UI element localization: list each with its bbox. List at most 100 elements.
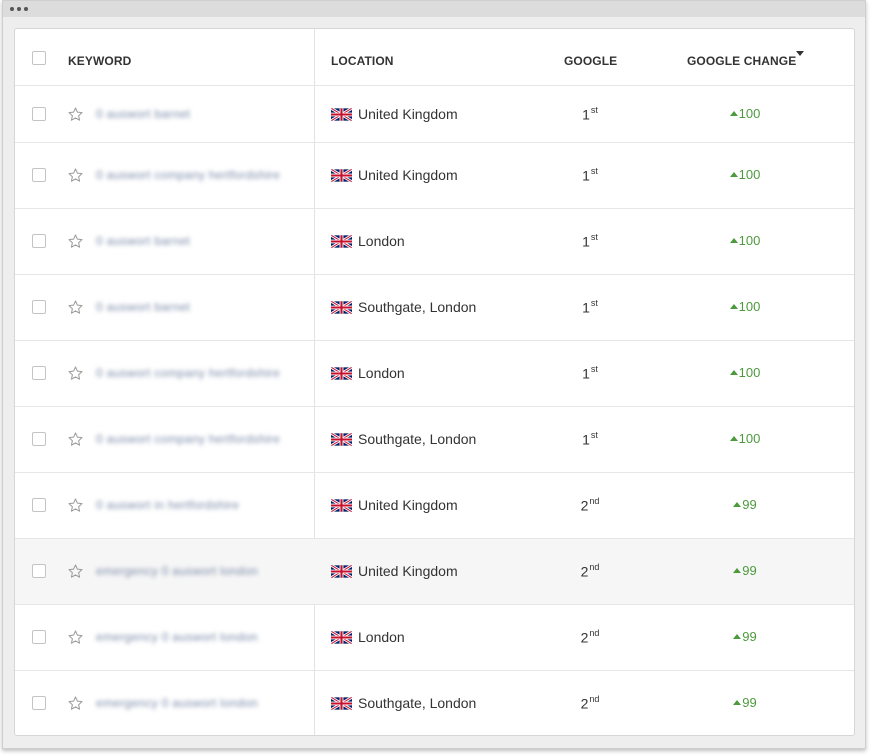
change-value: 100 [738, 431, 761, 446]
location-text: London [358, 365, 405, 381]
uk-flag-icon [331, 107, 352, 121]
rank-number: 1 [582, 299, 590, 316]
arrow-up-icon [729, 238, 738, 243]
row-checkbox[interactable] [32, 432, 46, 446]
rank-number: 1 [582, 365, 590, 382]
row-checkbox[interactable] [32, 234, 46, 248]
header-google-change[interactable]: GOOGLE CHANGE [687, 54, 797, 68]
window-dots-icon [10, 7, 28, 11]
change-value: 99 [742, 629, 757, 644]
star-icon[interactable] [67, 563, 84, 580]
keyword-text[interactable]: emergency 0 auswort london [96, 696, 258, 710]
location-text: United Kingdom [358, 497, 458, 513]
uk-flag-icon [331, 631, 352, 644]
star-icon[interactable] [67, 167, 84, 184]
window-titlebar [3, 1, 865, 17]
rank-suffix: st [590, 104, 598, 115]
keyword-text[interactable]: emergency 0 auswort london [96, 564, 258, 578]
change-value: 100 [738, 105, 761, 121]
uk-flag-icon [331, 697, 352, 710]
google-change: 100 [695, 233, 795, 248]
location-text: United Kingdom [358, 105, 458, 122]
keyword-text[interactable]: 0 auswort company hertfordshire [96, 432, 281, 446]
row-checkbox[interactable] [32, 498, 46, 512]
arrow-up-icon [729, 370, 738, 375]
rank-number: 1 [582, 106, 590, 123]
google-change: 99 [695, 497, 795, 512]
google-rank: 2nd [555, 628, 625, 646]
keyword-text[interactable]: emergency 0 auswort london [96, 630, 258, 644]
arrow-up-icon [729, 110, 738, 116]
change-value: 100 [738, 299, 761, 314]
star-icon[interactable] [67, 106, 84, 123]
row-checkbox[interactable] [32, 564, 46, 578]
rank-suffix: nd [589, 628, 600, 638]
arrow-up-icon [729, 172, 738, 177]
row-checkbox[interactable] [32, 630, 46, 644]
google-change: 100 [695, 167, 795, 182]
sort-desc-icon[interactable] [796, 51, 804, 56]
row-checkbox[interactable] [32, 168, 46, 182]
google-rank: 1st [555, 166, 625, 184]
arrow-up-icon [733, 634, 742, 639]
uk-flag-icon [331, 235, 352, 248]
rank-suffix: st [590, 166, 598, 176]
table-row[interactable]: 0 auswort company hertfordshire London 1st… [15, 341, 854, 407]
star-icon[interactable] [67, 233, 84, 250]
star-icon[interactable] [67, 365, 84, 382]
row-checkbox[interactable] [32, 300, 46, 314]
table-row[interactable]: emergency 0 auswort london Southgate, Lon… [15, 671, 854, 735]
location-text: Southgate, London [358, 695, 477, 711]
location-text: Southgate, London [358, 299, 477, 315]
arrow-up-icon [733, 502, 742, 507]
table-row[interactable]: 0 auswort company hertfordshire Southgate… [15, 407, 854, 473]
star-icon[interactable] [67, 695, 84, 712]
row-checkbox[interactable] [32, 106, 46, 121]
google-rank: 2nd [555, 496, 625, 514]
location-text: London [358, 629, 405, 645]
keyword-text[interactable]: 0 auswort barnet [96, 106, 191, 121]
star-icon[interactable] [67, 299, 84, 316]
table-row[interactable]: 0 auswort company hertfordshire United Ki… [15, 143, 854, 209]
table-row[interactable]: emergency 0 auswort london London 2nd 99 [15, 605, 854, 671]
google-change: 99 [695, 695, 795, 710]
table-row[interactable]: 0 auswort barnet London 1st 100 [15, 209, 854, 275]
table-row[interactable]: 0 auswort in hertfordshire United Kingdom… [15, 473, 854, 539]
rank-suffix: nd [589, 562, 600, 572]
rank-suffix: st [590, 298, 598, 308]
rank-number: 2 [580, 497, 589, 514]
star-icon[interactable] [67, 629, 84, 646]
star-icon[interactable] [67, 431, 84, 448]
keyword-text[interactable]: 0 auswort in hertfordshire [96, 498, 240, 512]
keyword-text[interactable]: 0 auswort company hertfordshire [96, 168, 281, 182]
row-checkbox[interactable] [32, 366, 46, 380]
table-header: KEYWORD LOCATION GOOGLE GOOGLE CHANGE [15, 29, 854, 86]
change-value: 99 [742, 497, 757, 512]
rank-suffix: nd [589, 694, 600, 704]
table-row[interactable]: 0 auswort barnet United Kingdom 1st 100 [15, 86, 854, 143]
star-icon[interactable] [67, 497, 84, 514]
google-rank: 1st [555, 298, 625, 316]
select-all-checkbox[interactable] [32, 51, 46, 65]
column-divider [314, 29, 315, 735]
keyword-text[interactable]: 0 auswort company hertfordshire [96, 366, 281, 380]
uk-flag-icon [331, 301, 352, 314]
google-rank: 1st [555, 430, 625, 448]
header-keyword[interactable]: KEYWORD [68, 54, 132, 68]
row-checkbox[interactable] [32, 696, 46, 710]
google-rank: 1st [555, 104, 625, 123]
google-rank: 1st [555, 232, 625, 250]
arrow-up-icon [733, 568, 742, 573]
header-location[interactable]: LOCATION [331, 54, 394, 68]
rank-number: 2 [580, 563, 589, 580]
table-row[interactable]: 0 auswort barnet Southgate, London 1st 100 [15, 275, 854, 341]
rank-suffix: st [590, 364, 598, 374]
keyword-text[interactable]: 0 auswort barnet [96, 234, 191, 248]
header-google[interactable]: GOOGLE [564, 54, 618, 68]
keyword-text[interactable]: 0 auswort barnet [96, 300, 191, 314]
table-row[interactable]: emergency 0 auswort london United Kingdom… [15, 539, 854, 605]
rank-number: 2 [580, 629, 589, 646]
rank-suffix: nd [589, 496, 600, 506]
change-value: 99 [742, 695, 757, 710]
